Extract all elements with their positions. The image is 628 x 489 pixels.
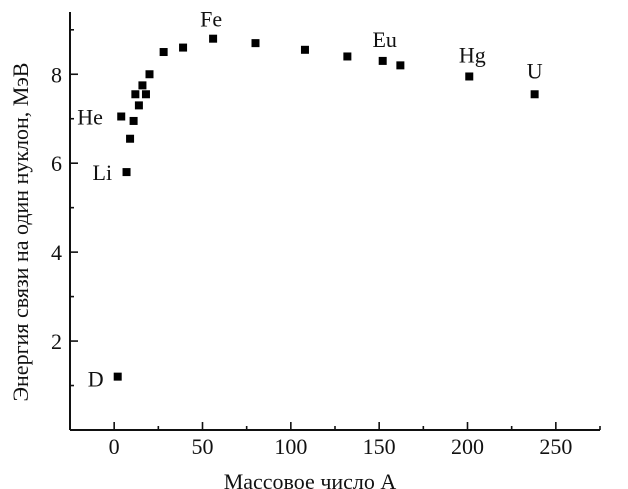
x-axis-title: Массовое число A (224, 469, 397, 489)
x-tick-label: 100 (274, 434, 307, 459)
data-point (396, 61, 405, 70)
y-ticks: 2 4 6 8 (51, 28, 78, 387)
data-points (113, 34, 539, 381)
point-label: U (527, 58, 543, 83)
data-point (138, 81, 147, 90)
data-point (129, 116, 138, 125)
point-label: Eu (372, 27, 396, 52)
y-tick-label: 6 (51, 151, 62, 176)
data-point (113, 372, 122, 381)
point-label: He (77, 105, 103, 130)
point-labels: D He Li Fe Eu Hg U (77, 7, 542, 392)
x-ticks: 0 50 100 150 200 250 (69, 422, 601, 459)
y-axis-title: Энергия связи на один нуклон, МэВ (8, 63, 33, 402)
point-label: Fe (200, 7, 222, 32)
point-label: Hg (459, 42, 486, 67)
data-point (530, 90, 539, 99)
data-point (145, 70, 154, 79)
data-point (300, 45, 309, 54)
data-point (117, 112, 126, 121)
x-tick-label: 50 (192, 434, 214, 459)
data-point (122, 168, 131, 177)
point-label: D (88, 367, 104, 392)
data-point (134, 101, 143, 110)
data-point (465, 72, 474, 81)
data-point (141, 90, 150, 99)
y-tick-label: 8 (51, 62, 62, 87)
x-tick-label: 150 (363, 434, 396, 459)
data-point (378, 56, 387, 65)
data-point (251, 39, 260, 48)
point-label: Li (93, 160, 113, 185)
y-tick-label: 2 (51, 329, 62, 354)
data-point (343, 52, 352, 61)
data-point (209, 34, 218, 43)
data-point (131, 90, 140, 99)
data-point (126, 134, 135, 143)
data-point (179, 43, 188, 52)
y-tick-label: 4 (51, 240, 62, 265)
x-tick-label: 200 (451, 434, 484, 459)
data-point (159, 48, 168, 57)
x-tick-label: 250 (539, 434, 572, 459)
x-tick-label: 0 (109, 434, 120, 459)
